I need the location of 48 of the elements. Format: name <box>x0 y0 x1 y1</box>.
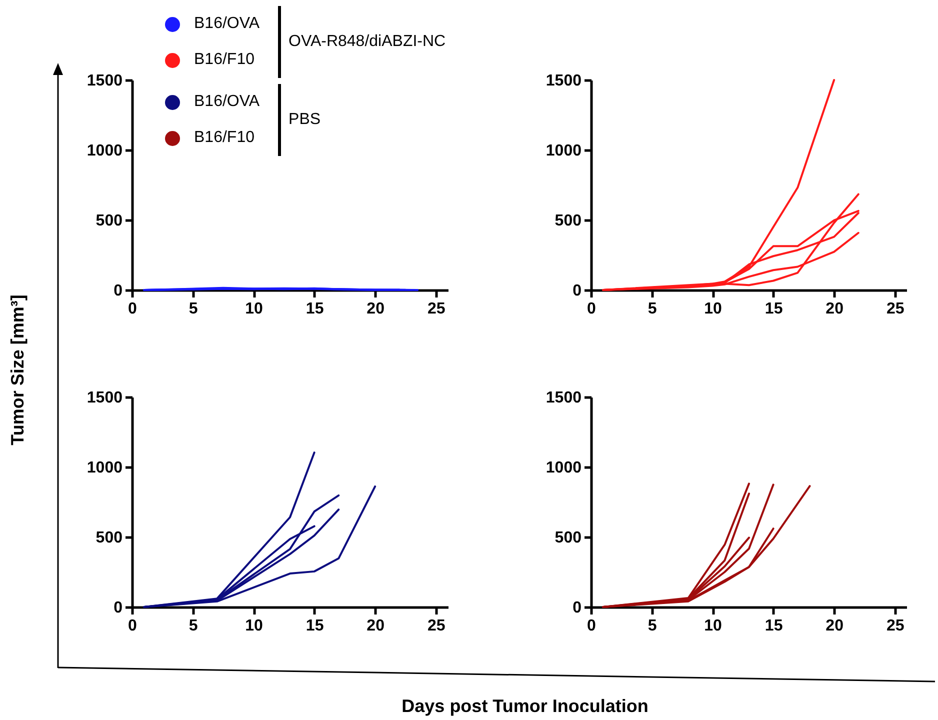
y-tick-label: 1000 <box>86 460 123 476</box>
x-tick-label: 15 <box>306 618 324 634</box>
x-tick-label: 0 <box>587 300 596 318</box>
x-tick-label: 20 <box>826 300 844 318</box>
x-tick-label: 20 <box>366 618 385 634</box>
x-tick-label: 25 <box>886 300 904 318</box>
x-tick-label: 25 <box>427 618 446 634</box>
y-tick-label: 1000 <box>546 460 582 476</box>
x-tick-label: 20 <box>826 618 844 634</box>
x-tick-label: 10 <box>245 618 264 634</box>
x-axis-title: Days post Tumor Inoculation <box>402 696 648 717</box>
x-tick-label: 10 <box>704 300 722 318</box>
y-tick-label: 500 <box>96 530 123 546</box>
x-tick-label: 10 <box>245 300 264 318</box>
y-tick-label: 500 <box>554 212 582 230</box>
y-tick-label: 1000 <box>546 142 582 160</box>
y-tick-label: 1500 <box>86 390 123 406</box>
x-tick-label: 20 <box>366 300 385 318</box>
legend-label: B16/OVA <box>194 15 260 33</box>
y-tick-label: 1000 <box>86 142 123 160</box>
x-tick-label: 10 <box>704 618 722 634</box>
y-tick-label: 1500 <box>546 72 582 90</box>
y-tick-label: 500 <box>554 530 582 546</box>
x-tick-label: 5 <box>188 300 198 318</box>
x-tick-label: 0 <box>587 618 596 634</box>
x-tick-label: 0 <box>128 300 138 318</box>
x-tick-label: 15 <box>306 300 324 318</box>
x-tick-label: 25 <box>886 618 904 634</box>
y-tick-label: 0 <box>114 282 123 300</box>
y-tick-label: 0 <box>572 282 582 300</box>
y-tick-label: 1500 <box>86 72 123 90</box>
y-tick-label: 500 <box>96 212 123 230</box>
x-tick-label: 5 <box>188 618 198 634</box>
y-tick-label: 0 <box>572 600 582 616</box>
y-tick-label: 1500 <box>546 390 582 406</box>
x-tick-label: 5 <box>648 618 657 634</box>
y-axis-title: Tumor Size [mm³] <box>8 294 28 446</box>
x-tick-label: 15 <box>764 618 783 634</box>
x-tick-label: 0 <box>128 618 138 634</box>
x-tick-label: 25 <box>427 300 446 318</box>
legend-label: B16/F10 <box>194 129 254 147</box>
text: OVA-R848/diABZI-NC <box>288 33 446 51</box>
legend-label: B16/OVA <box>194 93 260 111</box>
annotation: PBS <box>288 111 321 129</box>
x-tick-label: 15 <box>764 300 783 318</box>
x-tick-label: 5 <box>648 300 657 318</box>
legend-label: B16/F10 <box>194 51 254 69</box>
y-tick-label: 0 <box>114 600 123 616</box>
